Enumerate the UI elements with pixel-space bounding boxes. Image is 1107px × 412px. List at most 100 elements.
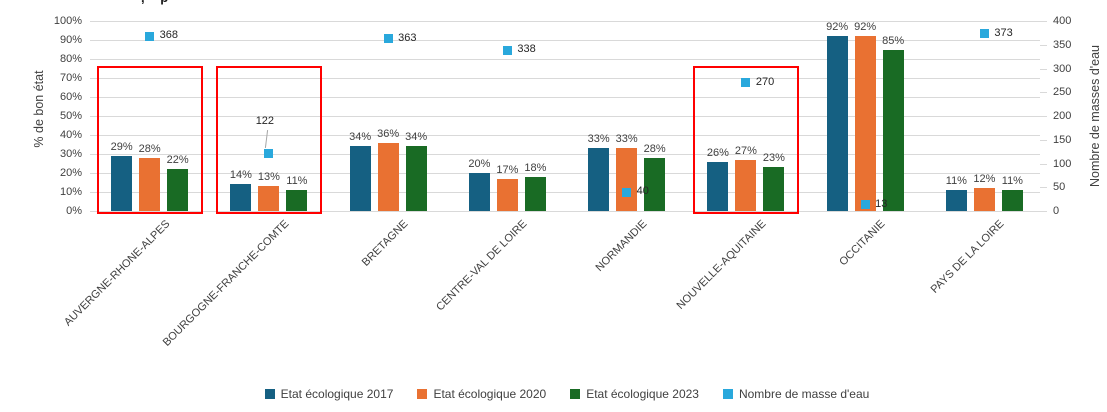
bar-etat-cologique-2017: [230, 184, 252, 211]
left-axis-tick-label: 50%: [59, 110, 82, 122]
bar-etat-cologique-2023: [1001, 190, 1023, 211]
bar-value-label: 27%: [734, 144, 757, 157]
bar-value-label: 12%: [973, 173, 996, 186]
gridline: [90, 59, 1040, 60]
right-axis-tick-label: 100: [1053, 157, 1072, 170]
right-axis-tick-mark: [1040, 187, 1047, 189]
water-bodies-marker: [145, 31, 155, 41]
gridline: [90, 21, 1040, 22]
legend-label: Etat écologique 2023: [586, 387, 699, 401]
bar-etat-cologique-2023: [167, 169, 189, 211]
highlight-rectangle: [96, 66, 203, 214]
water-bodies-marker: [622, 187, 632, 197]
gridline: [90, 173, 1040, 174]
bar-etat-cologique-2023: [882, 49, 904, 211]
marker-value-label: 338: [517, 43, 536, 56]
gridline: [90, 211, 1040, 212]
bar-value-label: 92%: [826, 21, 849, 34]
water-bodies-marker: [502, 45, 512, 55]
gridline: [90, 97, 1040, 98]
right-axis-tick-mark: [1040, 211, 1047, 212]
legend-swatch-icon: [722, 389, 733, 399]
legend-label: Etat écologique 2020: [433, 387, 547, 401]
bar-etat-cologique-2023: [524, 176, 546, 211]
bar-value-label: 11%: [286, 175, 308, 188]
bar-value-label: 29%: [110, 140, 133, 153]
bar-value-label: 33%: [615, 133, 638, 146]
bar-value-label: 33%: [587, 133, 610, 146]
right-axis-title: Nombre de masses d'eau: [1088, 44, 1102, 188]
bar-value-label: 34%: [405, 131, 428, 144]
left-axis-tick-label: 40%: [59, 129, 82, 141]
legend-label: Nombre de masse d'eau: [738, 387, 870, 401]
bar-etat-cologique-2023: [763, 167, 785, 211]
right-axis-tick-mark: [1040, 68, 1047, 70]
marker-value-label: 13: [875, 197, 888, 210]
bar-etat-cologique-2020: [973, 188, 995, 211]
right-axis-tick-mark: [1040, 44, 1047, 46]
legend: Etat écologique 2017 Etat écologique 2020…: [90, 387, 1044, 401]
bar-value-label: 22%: [166, 154, 189, 167]
right-axis-tick-label: 50: [1053, 181, 1066, 194]
bar-value-label: 23%: [762, 152, 785, 165]
bar-etat-cologique-2020: [735, 159, 757, 211]
right-axis-tick-label: 400: [1053, 15, 1072, 27]
legend-swatch-icon: [264, 389, 275, 399]
gridline: [90, 192, 1040, 193]
bar-value-label: 11%: [945, 175, 967, 188]
marker-value-label: 373: [994, 26, 1013, 39]
bar-value-label: 11%: [1001, 175, 1023, 188]
water-bodies-marker: [383, 34, 393, 44]
bar-etat-cologique-2023: [405, 146, 427, 211]
water-bodies-marker: [264, 148, 274, 158]
left-axis-tick-label: 100%: [53, 15, 82, 27]
bar-value-label: 20%: [468, 158, 491, 170]
bar-value-label: 26%: [706, 146, 729, 159]
bar-etat-cologique-2017: [468, 173, 490, 211]
right-axis-tick-mark: [1040, 92, 1047, 94]
bar-etat-cologique-2017: [826, 36, 848, 211]
bar-etat-cologique-2023: [286, 190, 308, 211]
right-axis-tick-label: 150: [1053, 133, 1072, 146]
water-bodies-marker: [741, 78, 751, 88]
legend-item: Etat écologique 2020: [417, 387, 546, 401]
water-bodies-marker: [860, 200, 870, 210]
right-axis-tick-label: 350: [1053, 38, 1072, 51]
bar-etat-cologique-2017: [945, 190, 967, 211]
gridline: [90, 116, 1040, 117]
legend-swatch-icon: [570, 389, 581, 399]
gridline: [90, 135, 1040, 136]
bar-value-label: 17%: [496, 163, 519, 176]
bar-etat-cologique-2020: [258, 186, 280, 211]
left-axis-tick-label: 10%: [59, 186, 82, 198]
marker-value-label: 122: [255, 115, 275, 127]
right-axis-tick-mark: [1040, 21, 1047, 22]
bar-value-label: 28%: [643, 142, 666, 155]
right-axis-tick-label: 300: [1053, 62, 1072, 75]
bar-etat-cologique-2020: [377, 142, 399, 211]
right-axis-tick-mark: [1040, 116, 1047, 117]
bar-value-label: 34%: [349, 131, 372, 144]
legend-item: Etat écologique 2023: [570, 387, 699, 401]
bar-etat-cologique-2020: [139, 157, 161, 211]
left-axis-tick-label: 30%: [59, 148, 82, 160]
marker-value-label: 368: [159, 29, 178, 42]
right-axis-tick-label: 200: [1053, 110, 1072, 122]
left-axis-tick-label: 90%: [59, 34, 82, 46]
bar-value-label: 28%: [138, 142, 161, 155]
left-axis-tick-label: 80%: [59, 53, 82, 65]
gridline: [90, 154, 1040, 155]
right-axis-tick-label: 0: [1053, 205, 1060, 217]
left-axis-tick-label: 60%: [59, 91, 82, 103]
cropped-title-text: , p: [141, 0, 175, 5]
bar-etat-cologique-2017: [588, 148, 610, 211]
bar-etat-cologique-2017: [349, 146, 371, 211]
marker-value-label: 270: [755, 75, 775, 88]
right-axis-tick-mark: [1040, 163, 1047, 165]
bar-value-label: 18%: [524, 161, 547, 174]
bar-etat-cologique-2023: [644, 157, 666, 211]
highlight-rectangle: [215, 66, 322, 214]
water-bodies-marker: [979, 29, 989, 39]
right-axis-tick-label: 250: [1053, 86, 1072, 99]
